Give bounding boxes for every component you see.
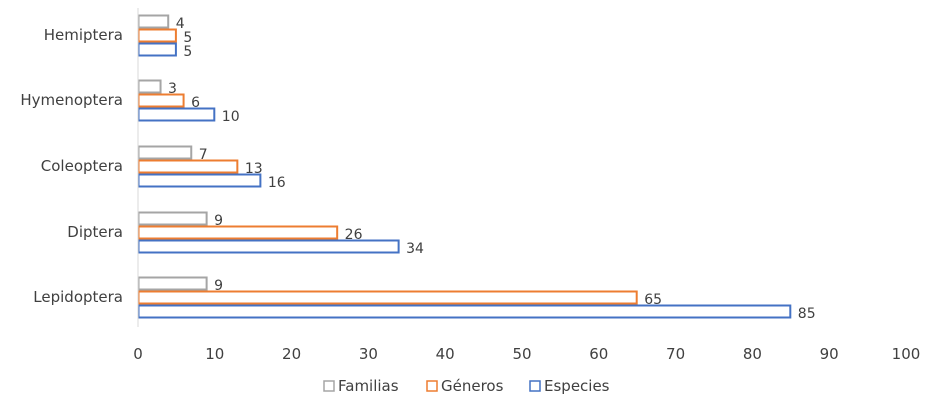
category-label: Hymenoptera bbox=[20, 91, 123, 109]
bar-generos bbox=[137, 28, 177, 43]
category-label: Lepidoptera bbox=[33, 288, 123, 306]
x-tick-label: 100 bbox=[892, 345, 921, 363]
category-label: Coleoptera bbox=[41, 157, 123, 175]
legend-item: Familias bbox=[323, 377, 399, 395]
x-tick-label: 90 bbox=[820, 345, 839, 363]
data-label: 3 bbox=[168, 81, 177, 97]
bar-especies bbox=[137, 42, 177, 57]
data-label: 10 bbox=[222, 109, 240, 125]
legend-swatch bbox=[529, 380, 541, 392]
legend-swatch bbox=[323, 380, 335, 392]
bar-familias bbox=[137, 79, 162, 94]
data-label: 85 bbox=[798, 306, 816, 322]
data-label: 5 bbox=[183, 30, 192, 46]
data-label: 4 bbox=[176, 16, 185, 32]
x-tick-label: 60 bbox=[589, 345, 608, 363]
data-label: 16 bbox=[268, 175, 286, 191]
bar-especies bbox=[137, 107, 216, 122]
x-axis-tick-labels: 0 10 20 30 40 50 60 70 80 90 100 bbox=[133, 345, 920, 363]
x-tick-label: 20 bbox=[282, 345, 301, 363]
data-label: 7 bbox=[199, 147, 208, 163]
legend-swatch bbox=[426, 380, 438, 392]
data-label: 26 bbox=[345, 227, 363, 243]
bars-layer bbox=[137, 14, 792, 319]
legend-label: Familias bbox=[338, 377, 399, 395]
data-label: 65 bbox=[644, 292, 662, 308]
bar-especies bbox=[137, 304, 792, 319]
category-labels: Hemiptera Hymenoptera Coleoptera Diptera Lep… bbox=[20, 26, 123, 306]
x-tick-label: 30 bbox=[359, 345, 378, 363]
data-label: 5 bbox=[183, 44, 192, 60]
legend-item: Especies bbox=[529, 377, 610, 395]
x-tick-label: 70 bbox=[666, 345, 685, 363]
bar-generos bbox=[137, 225, 339, 240]
bar-familias bbox=[137, 14, 170, 29]
legend: Familias Géneros Especies bbox=[323, 377, 610, 395]
bar-familias bbox=[137, 145, 193, 160]
x-tick-label: 10 bbox=[205, 345, 224, 363]
legend-label: Géneros bbox=[441, 377, 504, 395]
bar-familias bbox=[137, 211, 208, 226]
legend-label: Especies bbox=[544, 377, 610, 395]
data-label: 6 bbox=[191, 95, 200, 111]
category-label: Diptera bbox=[67, 223, 123, 241]
x-tick-label: 50 bbox=[512, 345, 531, 363]
x-tick-label: 80 bbox=[743, 345, 762, 363]
data-label: 34 bbox=[406, 241, 424, 257]
data-label: 9 bbox=[214, 213, 223, 229]
data-label: 13 bbox=[245, 161, 263, 177]
legend-item: Géneros bbox=[426, 377, 504, 395]
bar-familias bbox=[137, 276, 208, 291]
category-label: Hemiptera bbox=[44, 26, 123, 44]
bar-generos bbox=[137, 159, 239, 174]
data-label: 9 bbox=[214, 278, 223, 294]
x-tick-label: 40 bbox=[436, 345, 455, 363]
x-tick-label: 0 bbox=[133, 345, 143, 363]
bar-especies bbox=[137, 173, 262, 188]
